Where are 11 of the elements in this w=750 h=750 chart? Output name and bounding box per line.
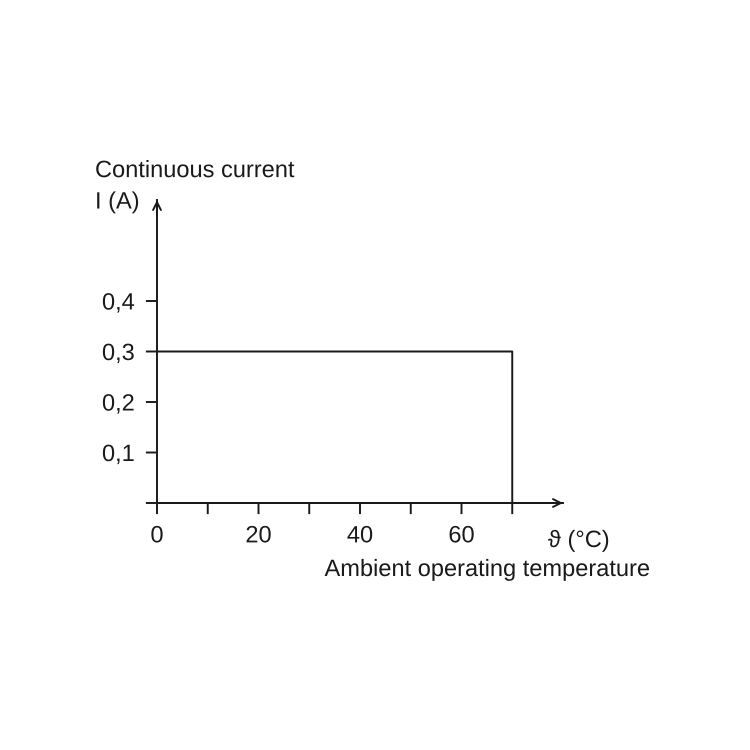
y-tick-label: 0,2: [102, 394, 134, 414]
x-tick-label: 60: [450, 526, 474, 543]
x-tick-label: 40: [347, 526, 372, 543]
x-tick-label: 20: [246, 526, 271, 543]
text: Ambient operating temperature: [324, 558, 649, 581]
y-tick-label: 0,4: [102, 293, 134, 313]
y-tick-label: 0,1: [102, 444, 134, 464]
y-tick-label: 0,3: [102, 344, 134, 364]
x-axis-title: ϑ (°C): [548, 530, 608, 552]
x-tick-label: 0: [151, 526, 163, 543]
y-axis-title: Continuous current I (A): [96, 160, 294, 214]
